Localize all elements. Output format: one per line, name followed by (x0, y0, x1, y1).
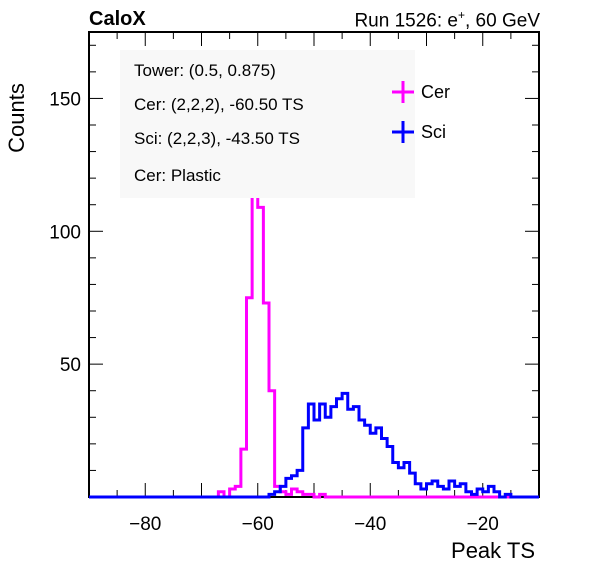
legend: Cer Sci (392, 81, 450, 143)
y-tick-label: 100 (49, 222, 81, 243)
x-tick-label: −60 (242, 514, 274, 535)
experiment-title: CaloX (89, 8, 146, 30)
legend-marker-cer (392, 81, 414, 103)
run-info: Run 1526: e+, 60 GeV (354, 8, 540, 32)
info-cer-position: Cer: (2,2,2), -60.50 TS (134, 95, 304, 114)
info-box (120, 50, 415, 198)
tick-labels: −80 −60 −40 −20 50 100 150 (49, 89, 499, 535)
legend-marker-sci (392, 121, 414, 143)
run-suffix: , 60 GeV (465, 10, 540, 32)
run-sup: + (457, 8, 465, 22)
y-tick-label: 50 (60, 355, 81, 376)
info-sci-position: Sci: (2,2,3), -43.50 TS (134, 129, 300, 148)
x-axis-title: Peak TS (451, 538, 535, 563)
y-axis-title: Counts (4, 83, 29, 153)
legend-label-sci: Sci (421, 122, 446, 142)
series-layer (89, 184, 539, 499)
y-tick-label: 150 (49, 89, 81, 110)
run-prefix: Run 1526: e (354, 10, 458, 32)
x-tick-label: −80 (129, 514, 161, 535)
histogram-series-cer (89, 184, 539, 499)
info-tower: Tower: (0.5, 0.875) (134, 61, 276, 80)
x-tick-label: −20 (467, 514, 499, 535)
x-tick-label: −40 (354, 514, 386, 535)
info-cer-material: Cer: Plastic (134, 166, 221, 185)
legend-label-cer: Cer (421, 82, 450, 102)
histogram-series-sci (89, 391, 539, 499)
